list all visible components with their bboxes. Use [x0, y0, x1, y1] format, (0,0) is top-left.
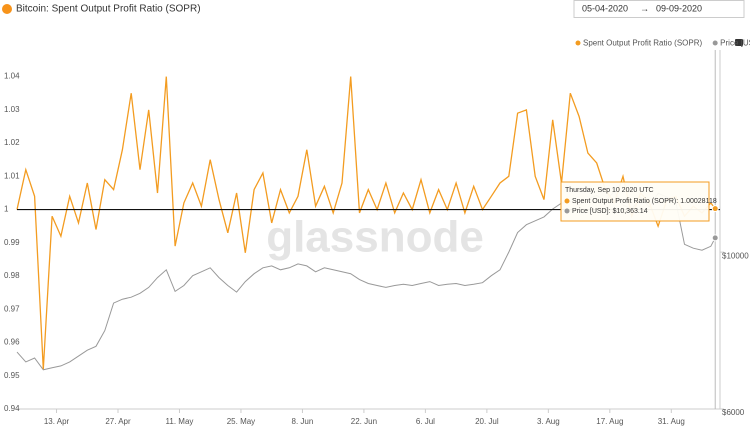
- tooltip-name: Spent Output Profit Ratio (SOPR): [572, 198, 676, 205]
- tooltip-name: Price [USD]: [572, 208, 609, 215]
- chart-title: Bitcoin: Spent Output Profit Ratio (SOPR…: [16, 4, 201, 15]
- x-tick-label: 25. May: [227, 417, 255, 426]
- date-range[interactable]: [573, 0, 745, 18]
- legend-label[interactable]: Spent Output Profit Ratio (SOPR): [583, 39, 702, 48]
- y-tick-label: 1.04: [4, 72, 20, 81]
- x-tick-label: 8. Jun: [292, 417, 314, 426]
- y2-tick-label: $6000: [722, 408, 745, 417]
- x-tick-label: 22. Jun: [351, 417, 377, 426]
- date-separator: →: [640, 3, 649, 13]
- tooltip-value: $10,363.14: [613, 208, 648, 215]
- y-tick-label: 1: [4, 205, 9, 214]
- tooltip-box: [560, 181, 710, 222]
- tooltip-marker: [564, 208, 570, 214]
- legend-label[interactable]: Price [USD]: [720, 39, 750, 48]
- y-tick-label: 1.03: [4, 105, 20, 114]
- y-tick-label: 0.97: [4, 304, 20, 313]
- tooltip-separator: :: [676, 198, 678, 205]
- y-tick-label: 1.01: [4, 171, 20, 180]
- y-tick-label: 0.95: [4, 371, 20, 380]
- bitcoin-icon: [2, 4, 12, 14]
- date-to[interactable]: 09-09-2020: [656, 3, 702, 13]
- legend-marker: [712, 40, 718, 46]
- tooltip-marker: [564, 198, 570, 204]
- y-tick-label: 0.96: [4, 338, 20, 347]
- series-line: [16, 76, 716, 370]
- y-tick-label: 1.02: [4, 138, 20, 147]
- hover-dot: [711, 205, 719, 213]
- legend: Spent Output Profit Ratio (SOPR) Price [U…: [575, 39, 750, 48]
- x-tick-label: 13. Apr: [44, 417, 70, 426]
- legend-marker: [575, 40, 581, 46]
- x-tick-label: 6. Jul: [416, 417, 435, 426]
- x-tick-label: 3. Aug: [537, 417, 560, 426]
- x-tick-label: 27. Apr: [105, 417, 131, 426]
- x-tick-label: 20. Jul: [475, 417, 499, 426]
- date-from[interactable]: 05-04-2020: [582, 3, 628, 13]
- tooltip-separator: :: [609, 208, 611, 215]
- tooltip: Thursday, Sep 10 2020 UTC Spent Output Pr…: [560, 181, 717, 222]
- tooltip-date: Thursday, Sep 10 2020 UTC: [565, 187, 654, 194]
- y-tick-label: 0.99: [4, 238, 20, 247]
- x-tick-label: 31. Aug: [658, 417, 685, 426]
- y-tick-label: 0.94: [4, 404, 20, 413]
- watermark: glassnode: [266, 213, 484, 262]
- hover-dot: [711, 234, 719, 242]
- y2-tick-label: $10000: [722, 251, 749, 260]
- tooltip-value: 1.00028118: [680, 198, 717, 205]
- camera-icon[interactable]: [735, 39, 743, 46]
- x-tick-label: 11. May: [166, 417, 194, 426]
- x-tick-label: 17. Aug: [596, 417, 623, 426]
- y-tick-label: 0.98: [4, 271, 20, 280]
